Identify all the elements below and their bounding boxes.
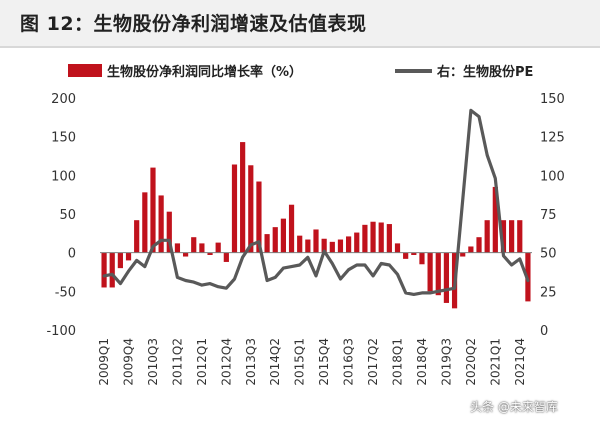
bar [117, 252, 123, 269]
bar [484, 220, 490, 253]
bar [419, 252, 425, 265]
legend-line-label: 右：生物股份PE [436, 64, 533, 80]
x-tick-label: 2015Q4 [317, 338, 331, 386]
x-tick-label: 2012Q1 [195, 338, 209, 386]
bar [305, 239, 311, 253]
bar [101, 252, 107, 288]
bar [321, 238, 327, 253]
bar [354, 232, 360, 253]
bar [378, 222, 384, 253]
right-tick-label: 150 [540, 92, 565, 107]
legend-bar-label: 生物股份净利润同比增长率（%） [107, 64, 302, 80]
bar [182, 252, 189, 257]
x-tick-label: 2017Q2 [366, 338, 380, 386]
bar [500, 220, 507, 253]
bar [264, 234, 270, 253]
bar [109, 252, 115, 288]
x-tick-label: 2021Q1 [488, 338, 502, 386]
bar [150, 167, 156, 253]
bar [158, 195, 164, 253]
right-tick-label: 25 [540, 285, 557, 300]
x-tick-label: 2014Q2 [268, 338, 282, 386]
bar [517, 220, 523, 253]
bar [386, 224, 392, 253]
x-tick-label: 2020Q2 [464, 338, 478, 386]
x-tick-label: 2009Q1 [97, 338, 111, 386]
left-tick-label: 150 [51, 131, 76, 146]
bar [174, 243, 181, 253]
left-tick-label: -50 [55, 285, 76, 300]
bar [435, 252, 441, 296]
bar [411, 252, 417, 255]
left-tick-label: 200 [51, 92, 76, 107]
bar [403, 252, 409, 259]
x-tick-label: 2016Q3 [342, 338, 356, 386]
bar [313, 229, 319, 253]
bar [427, 252, 433, 292]
bar [248, 165, 254, 253]
right-tick-label: 50 [540, 247, 557, 262]
bar [370, 221, 376, 253]
bar [443, 252, 450, 303]
watermark: 头条 @未来智库 [470, 400, 558, 414]
bar [362, 224, 368, 253]
x-tick-label: 2021Q4 [513, 338, 527, 386]
pe-line [102, 108, 530, 296]
bar [272, 227, 278, 253]
right-tick-label: 100 [540, 169, 565, 184]
bar [199, 243, 205, 253]
bar [509, 220, 515, 253]
right-tick-label: 0 [540, 324, 548, 339]
x-tick-label: 2015Q1 [293, 338, 307, 386]
bar [191, 237, 197, 253]
x-tick-label: 2013Q3 [244, 338, 258, 386]
bar [468, 246, 474, 253]
x-tick-label: 2019Q3 [439, 338, 453, 386]
bar [297, 235, 303, 253]
x-tick-label: 2018Q4 [415, 338, 429, 386]
bar [394, 243, 401, 253]
bar [134, 220, 140, 253]
title-divider [0, 46, 600, 48]
bar [166, 211, 172, 253]
x-tick-label: 2011Q2 [170, 338, 184, 386]
bar [240, 142, 246, 253]
left-tick-label: 0 [68, 247, 76, 262]
left-tick-label: 100 [51, 169, 76, 184]
bar [329, 241, 335, 253]
right-tick-label: 75 [540, 208, 557, 223]
bar [142, 192, 148, 253]
bar [288, 204, 295, 253]
bar [215, 242, 221, 253]
x-tick-label: 2012Q4 [219, 338, 233, 386]
x-tick-label: 2009Q4 [122, 338, 136, 386]
right-tick-label: 125 [540, 131, 565, 146]
title-bar [0, 0, 600, 46]
bar [337, 239, 344, 253]
bar [346, 236, 352, 253]
bar [207, 252, 213, 255]
figure-title: 图 12：生物股份净利润增速及估值表现 [20, 13, 367, 35]
bar [125, 252, 132, 261]
x-tick-label: 2018Q1 [391, 338, 405, 386]
bar [231, 164, 238, 253]
bar [223, 252, 229, 262]
legend-bar-swatch [68, 64, 102, 77]
x-tick-label: 2010Q3 [146, 338, 160, 386]
bar [460, 252, 466, 257]
left-tick-label: 50 [59, 208, 76, 223]
bar [280, 218, 286, 253]
bar [476, 237, 482, 253]
left-tick-label: -100 [46, 324, 76, 339]
bar [492, 186, 498, 253]
bar [256, 181, 262, 253]
